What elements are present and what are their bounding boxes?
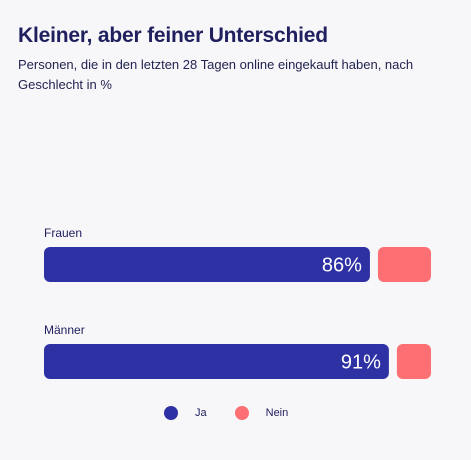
legend-label-ja: Ja	[195, 407, 207, 419]
bar-ja	[44, 247, 370, 282]
legend-label-nein: Nein	[265, 407, 289, 419]
bar-nein	[377, 247, 431, 282]
category-label: Frauen	[44, 226, 82, 240]
chart-header: Kleiner, aber feiner Unterschied Persone…	[18, 22, 453, 95]
legend-swatch-ja	[164, 406, 178, 420]
legend-swatch-nein	[234, 406, 249, 420]
value-label: 91%	[341, 352, 381, 374]
value-label: 86%	[322, 255, 362, 277]
chart-subtitle: Personen, die in den letzten 28 Tagen on…	[18, 57, 414, 92]
legend-item-nein: Nein	[234, 406, 289, 420]
bar-ja	[44, 344, 389, 379]
chart-legend: Ja Nein	[164, 406, 316, 420]
category-label: Männer	[44, 323, 85, 337]
legend-item-ja: Ja	[164, 406, 207, 420]
chart-title: Kleiner, aber feiner Unterschied	[18, 24, 328, 47]
bar-nein	[396, 344, 431, 379]
